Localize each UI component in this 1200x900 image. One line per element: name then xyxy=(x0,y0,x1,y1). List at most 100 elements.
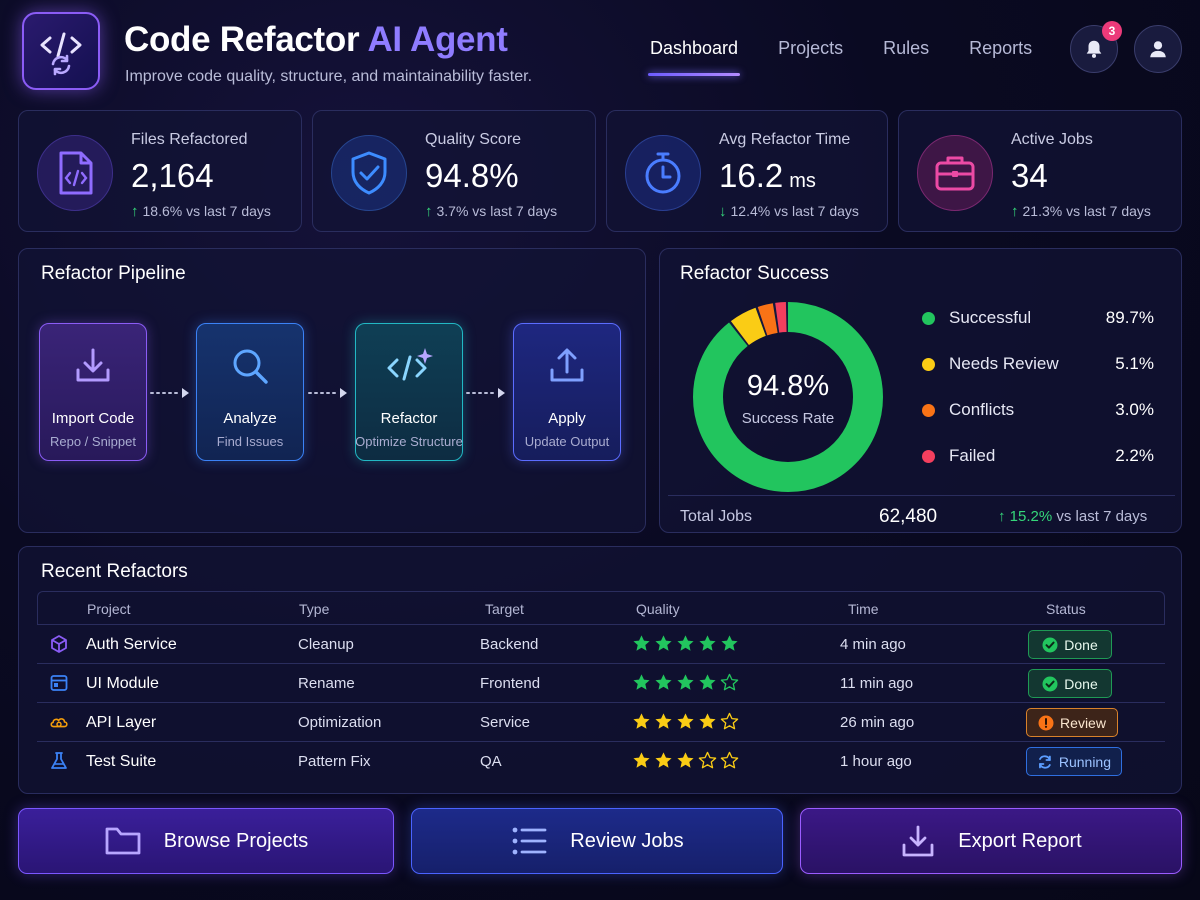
column-header-project[interactable]: Project xyxy=(87,601,131,617)
arrow-right-icon xyxy=(308,388,347,398)
status-text: Done xyxy=(1064,636,1098,653)
star-filled-icon xyxy=(677,635,694,651)
step-icon-wrap xyxy=(547,344,587,388)
arrow-right-icon xyxy=(466,388,505,398)
step-name: Refactor xyxy=(380,410,438,427)
nav-projects[interactable]: Projects xyxy=(778,38,844,58)
star-filled-icon xyxy=(677,752,694,768)
pipeline-step-refactor[interactable]: Refactor Optimize Structure xyxy=(355,323,463,461)
quality-stars xyxy=(632,673,739,692)
stat-icon-wrap xyxy=(37,135,113,211)
cube-icon xyxy=(49,634,69,654)
legend-value: 3.0% xyxy=(1115,400,1154,419)
column-header-target[interactable]: Target xyxy=(485,601,524,617)
stat-value: 16.2 ms xyxy=(719,157,816,195)
column-header-quality[interactable]: Quality xyxy=(636,601,680,617)
review-jobs-button[interactable]: Review Jobs xyxy=(411,808,783,874)
stat-value: 34 xyxy=(1011,157,1048,195)
stat-delta-text: 3.7% vs last 7 days xyxy=(436,203,558,219)
star-empty-icon xyxy=(720,673,739,691)
divider xyxy=(668,495,1175,496)
stat-delta: ↓ 12.4% vs last 7 days xyxy=(719,203,859,220)
button-label: Export Report xyxy=(958,829,1082,852)
alert-circle-icon xyxy=(1038,715,1054,730)
download-icon xyxy=(76,348,110,382)
star-empty-icon xyxy=(720,712,739,730)
legend-dot xyxy=(922,357,935,371)
legend-item-conflicts: Conflicts 3.0% xyxy=(922,398,1154,422)
user-icon xyxy=(1150,41,1166,58)
check-circle-icon xyxy=(1042,676,1058,691)
column-header-status[interactable]: Status xyxy=(1046,601,1086,617)
cell-project: Test Suite xyxy=(86,753,157,770)
star-filled-icon xyxy=(677,713,694,729)
table-row[interactable]: Auth Service Cleanup Backend 4 min ago D… xyxy=(37,624,1165,663)
cell-target: Service xyxy=(480,714,531,731)
status-text: Running xyxy=(1058,753,1111,770)
star-filled-icon xyxy=(655,752,672,768)
star-filled-icon xyxy=(721,635,738,651)
pipeline-step-import[interactable]: Import Code Repo / Snippet xyxy=(39,323,147,461)
stat-icon-wrap xyxy=(917,135,993,211)
cell-type: Rename xyxy=(298,675,355,692)
shield-check-icon xyxy=(351,151,387,195)
app-title-accent: AI Agent xyxy=(367,20,508,59)
pipeline-step-analyze[interactable]: Analyze Find Issues xyxy=(196,323,304,461)
stat-delta-text: 18.6% vs last 7 days xyxy=(142,203,271,219)
step-icon-wrap xyxy=(73,344,113,388)
stat-card-active-jobs: Active Jobs 34 ↑ 21.3% vs last 7 days xyxy=(898,110,1182,232)
stat-value-number: 94.8% xyxy=(425,157,519,194)
stat-card-files-refactored: Files Refactored 2,164 ↑ 18.6% vs last 7 … xyxy=(18,110,302,232)
download-icon xyxy=(902,825,934,857)
column-header-type[interactable]: Type xyxy=(299,601,330,617)
gear-cloud-icon xyxy=(49,712,69,732)
star-empty-icon xyxy=(698,751,717,769)
cell-project: Auth Service xyxy=(86,636,177,653)
stat-delta-text: 21.3% vs last 7 days xyxy=(1022,203,1151,219)
pipeline-step-apply[interactable]: Apply Update Output xyxy=(513,323,621,461)
stat-delta: ↑ 3.7% vs last 7 days xyxy=(425,203,557,220)
cell-target: Backend xyxy=(480,636,539,653)
donut-center-label: Success Rate xyxy=(741,410,835,427)
panel-title: Recent Refactors xyxy=(41,561,188,582)
bell-icon xyxy=(1086,40,1102,58)
arrow-right-icon xyxy=(150,388,189,398)
star-filled-icon xyxy=(633,674,650,690)
table-row[interactable]: Test Suite Pattern Fix QA 1 hour ago Run… xyxy=(37,741,1165,780)
legend-name: Conflicts xyxy=(949,400,1015,419)
legend-name: Failed xyxy=(949,446,996,465)
nav-dashboard[interactable]: Dashboard xyxy=(630,38,758,76)
user-profile-button[interactable] xyxy=(1134,25,1182,73)
table-row[interactable]: API Layer Optimization Service 26 min ag… xyxy=(37,702,1165,741)
refactor-success-panel: Refactor Success 94.8% Success Rate Succ… xyxy=(659,248,1182,533)
nav-rules[interactable]: Rules xyxy=(883,38,930,58)
cell-time: 1 hour ago xyxy=(840,753,912,770)
star-empty-icon xyxy=(720,751,739,769)
browse-projects-button[interactable]: Browse Projects xyxy=(18,808,394,874)
cell-time: 26 min ago xyxy=(840,714,915,731)
total-jobs-delta: ↑ 15.2% vs last 7 days xyxy=(998,508,1147,525)
total-jobs-label: Total Jobs xyxy=(680,508,753,525)
cell-project: API Layer xyxy=(86,714,157,731)
legend-name: Successful xyxy=(949,308,1032,327)
button-label: Browse Projects xyxy=(163,829,309,852)
check-circle-icon xyxy=(1042,637,1058,652)
code-sparkle-icon xyxy=(387,348,433,381)
stat-delta: ↑ 21.3% vs last 7 days xyxy=(1011,203,1151,220)
window-icon xyxy=(49,673,69,693)
nav-reports[interactable]: Reports xyxy=(969,38,1033,58)
table-row[interactable]: UI Module Rename Frontend 11 min ago Don… xyxy=(37,663,1165,702)
column-header-time[interactable]: Time xyxy=(848,601,879,617)
legend-item-failed: Failed 2.2% xyxy=(922,444,1154,468)
legend-value: 2.2% xyxy=(1115,446,1154,465)
export-report-button[interactable]: Export Report xyxy=(800,808,1182,874)
status-text: Done xyxy=(1064,675,1098,692)
legend-dot xyxy=(922,311,935,325)
star-filled-icon xyxy=(699,674,716,690)
total-jobs-value: 62,480 xyxy=(879,506,938,527)
step-sub: Optimize Structure xyxy=(355,434,463,449)
step-icon-wrap xyxy=(230,344,270,388)
flask-icon xyxy=(49,751,69,771)
cell-time: 11 min ago xyxy=(840,675,914,692)
cell-target: QA xyxy=(480,753,502,770)
